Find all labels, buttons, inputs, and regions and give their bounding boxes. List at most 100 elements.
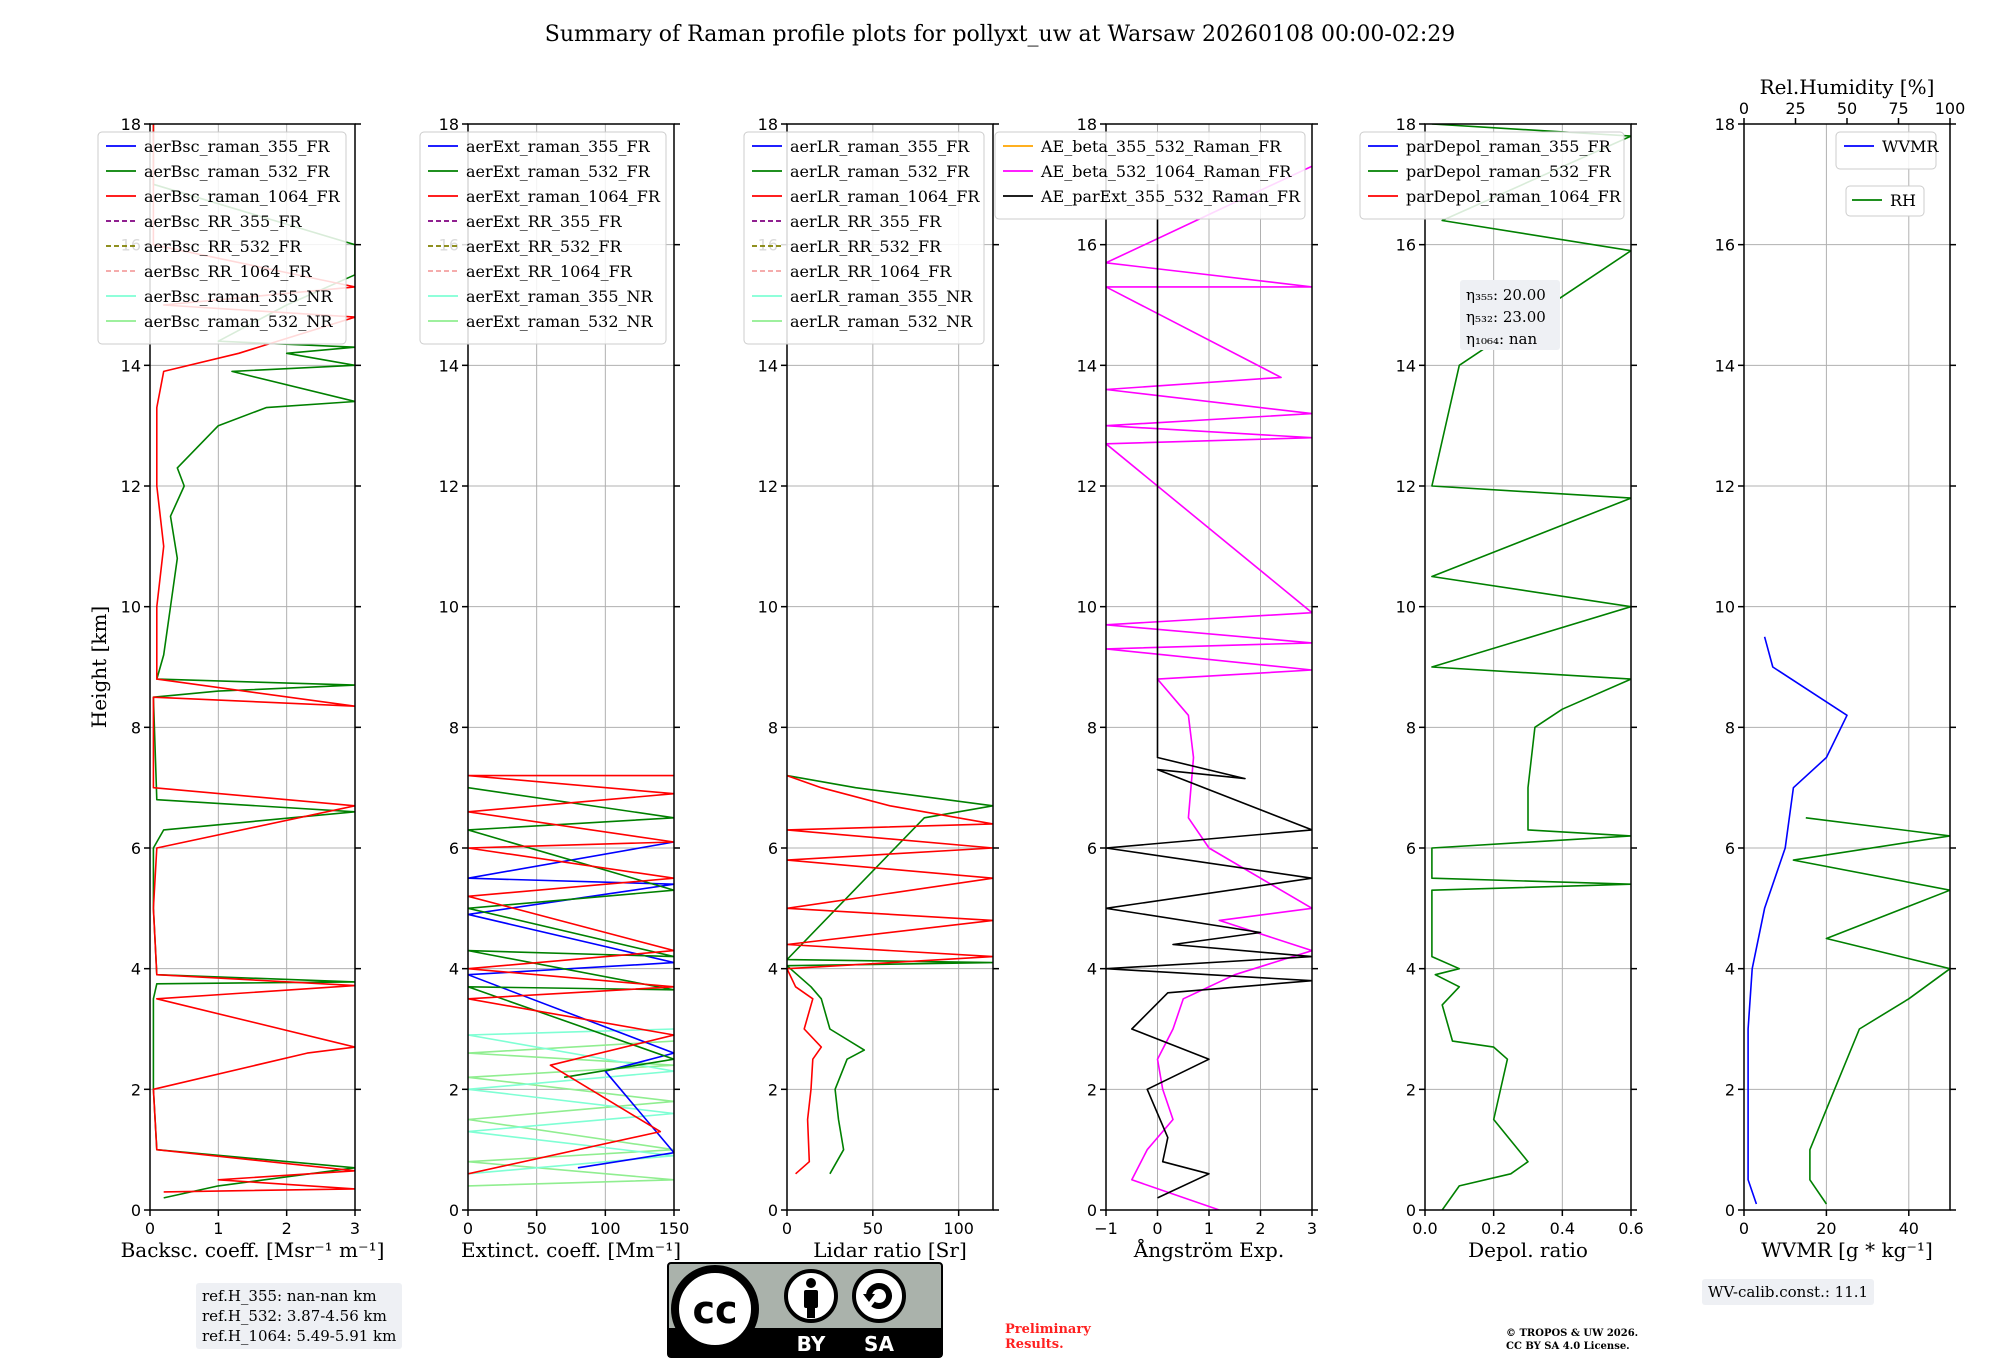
legend-box xyxy=(419,131,667,345)
eta-line: η₅₃₂: 23.00 xyxy=(1466,308,1546,326)
y-tick-label: 2 xyxy=(1087,1080,1097,1099)
x-axis-label: Ångström Exp. xyxy=(1133,1237,1284,1262)
legend-entry: aerLR_raman_532_FR xyxy=(790,162,970,181)
y-tick-label: 18 xyxy=(439,115,459,134)
y-tick-label: 16 xyxy=(1396,236,1416,255)
reference-height-box: ref.H_355: nan-nan km ref.H_532: 3.87-4.… xyxy=(196,1283,403,1349)
y-tick-label: 12 xyxy=(1077,477,1097,496)
y-tick-label: 4 xyxy=(1725,960,1735,979)
by-text: BY xyxy=(797,1332,826,1356)
x-tick-label: 2 xyxy=(1255,1219,1265,1238)
series-group xyxy=(787,774,993,1175)
ref-height-532: ref.H_532: 3.87-4.56 km xyxy=(202,1307,387,1325)
series-line-aerLR_raman_1064_FR xyxy=(787,774,993,1175)
y-tick-label: 10 xyxy=(1715,598,1735,617)
x-axis-label: Extinct. coeff. [Mm⁻¹] xyxy=(461,1238,681,1262)
x-tick-label: 50 xyxy=(863,1219,883,1238)
legend-entry: aerExt_raman_1064_FR xyxy=(466,187,661,206)
eta-box xyxy=(1460,280,1560,350)
legend-entry: aerExt_RR_355_FR xyxy=(466,212,623,231)
legend-box xyxy=(1359,131,1625,220)
legend-entry: aerLR_RR_532_FR xyxy=(790,237,942,256)
legend-entry: parDepol_raman_1064_FR xyxy=(1406,187,1622,206)
legend-box xyxy=(994,131,1306,220)
y-tick-label: 6 xyxy=(131,839,141,858)
legend-box xyxy=(97,131,347,345)
x-tick-label: 100 xyxy=(943,1219,974,1238)
y-tick-label: 12 xyxy=(121,477,141,496)
y-tick-label: 18 xyxy=(1715,115,1735,134)
cc-circle xyxy=(671,1265,759,1353)
y-tick-label: 12 xyxy=(758,477,778,496)
y-tick-label: 10 xyxy=(758,598,778,617)
ref-height-1064: ref.H_1064: 5.49-5.91 km xyxy=(202,1327,397,1345)
y-tick-label: 18 xyxy=(1396,115,1416,134)
y-tick-label: 8 xyxy=(1406,718,1416,737)
y-tick-label: 12 xyxy=(1715,477,1735,496)
x-tick-label: 100 xyxy=(590,1219,621,1238)
sa-text: SA xyxy=(864,1332,894,1356)
series-group xyxy=(1106,165,1312,1210)
legend-entry: aerExt_RR_1064_FR xyxy=(466,262,633,281)
y-tick-label: 10 xyxy=(1077,598,1097,617)
y-tick-label: 0 xyxy=(1087,1201,1097,1220)
y-tick-label: 6 xyxy=(1087,839,1097,858)
legend-entry: aerBsc_RR_532_FR xyxy=(144,237,302,256)
y-axis-label: Height [km] xyxy=(87,606,111,728)
legend-entry: aerLR_raman_1064_FR xyxy=(790,187,980,206)
x-axis-label: Backsc. coeff. [Msr⁻¹ m⁻¹] xyxy=(121,1238,385,1262)
y-tick-label: 6 xyxy=(768,839,778,858)
x-tick-label: 1 xyxy=(213,1219,223,1238)
legend-box xyxy=(1835,131,1937,170)
eta-line: η₁₀₆₄: nan xyxy=(1466,330,1537,348)
x-tick-label: 50 xyxy=(526,1219,546,1238)
x-axis-label: Depol. ratio xyxy=(1468,1238,1588,1262)
legend-entry: aerBsc_raman_532_NR xyxy=(144,312,333,331)
x-tick-label: 0 xyxy=(782,1219,792,1238)
legend-entry: aerBsc_raman_355_FR xyxy=(144,137,330,156)
x-tick-label: 0.6 xyxy=(1618,1219,1643,1238)
legend-entry: aerBsc_RR_1064_FR xyxy=(144,262,313,281)
series-line-aerExt_raman_355_FR xyxy=(468,841,674,1169)
plot-frame xyxy=(467,123,675,1211)
legend-entry: aerLR_raman_532_NR xyxy=(790,312,973,331)
y-tick-label: 14 xyxy=(1396,356,1416,375)
x-axis-label: WVMR [g * kg⁻¹] xyxy=(1761,1238,1933,1262)
copyright-line-2: CC BY SA 4.0 License. xyxy=(1506,1341,1630,1352)
x-tick-label: 0 xyxy=(1739,1219,1749,1238)
series-line-aerExt_raman_355_NR xyxy=(468,1028,674,1175)
x-tick-label: −1 xyxy=(1094,1219,1118,1238)
legend-entry: aerBsc_raman_1064_FR xyxy=(144,187,341,206)
legend: aerLR_raman_355_FR aerLR_raman_532_FR aerL… xyxy=(743,131,985,345)
legend: aerBsc_raman_355_FR aerBsc_raman_532_FRae… xyxy=(97,131,347,345)
preliminary-line-1: Preliminary xyxy=(1005,1322,1091,1337)
plot-frame xyxy=(1743,123,1951,1211)
y-tick-label: 14 xyxy=(1715,356,1735,375)
legend-entry: aerExt_raman_532_NR xyxy=(466,312,654,331)
cc-by-sa-logo: cc BY SA xyxy=(667,1262,943,1358)
y-tick-label: 8 xyxy=(449,718,459,737)
y-tick-label: 4 xyxy=(449,960,459,979)
top-x-tick-label: 50 xyxy=(1837,99,1857,118)
legend-entry: aerLR_RR_355_FR xyxy=(790,212,942,231)
x-tick-label: 0 xyxy=(1152,1219,1162,1238)
y-tick-label: 14 xyxy=(758,356,778,375)
y-tick-label: 14 xyxy=(121,356,141,375)
series-line-WVMR xyxy=(1747,636,1848,1205)
y-tick-label: 6 xyxy=(1725,839,1735,858)
legend-entry: parDepol_raman_532_FR xyxy=(1406,162,1612,181)
series-line-parDepol_raman_532_FR xyxy=(1431,124,1631,1210)
y-tick-label: 18 xyxy=(1077,115,1097,134)
series-line-RH xyxy=(1792,817,1950,1205)
y-tick-label: 8 xyxy=(1725,718,1735,737)
copyright-line-1: © TROPOS & UW 2026. xyxy=(1506,1328,1639,1339)
y-tick-label: 4 xyxy=(1406,960,1416,979)
plot-frame xyxy=(149,123,356,1211)
y-tick-label: 0 xyxy=(1406,1201,1416,1220)
x-tick-label: 0.0 xyxy=(1412,1219,1437,1238)
x-tick-label: 150 xyxy=(659,1219,690,1238)
y-tick-label: 16 xyxy=(1077,236,1097,255)
legend-entry: aerBsc_RR_355_FR xyxy=(144,212,302,231)
legend: aerExt_raman_355_FR aerExt_raman_532_FRae… xyxy=(419,131,667,345)
